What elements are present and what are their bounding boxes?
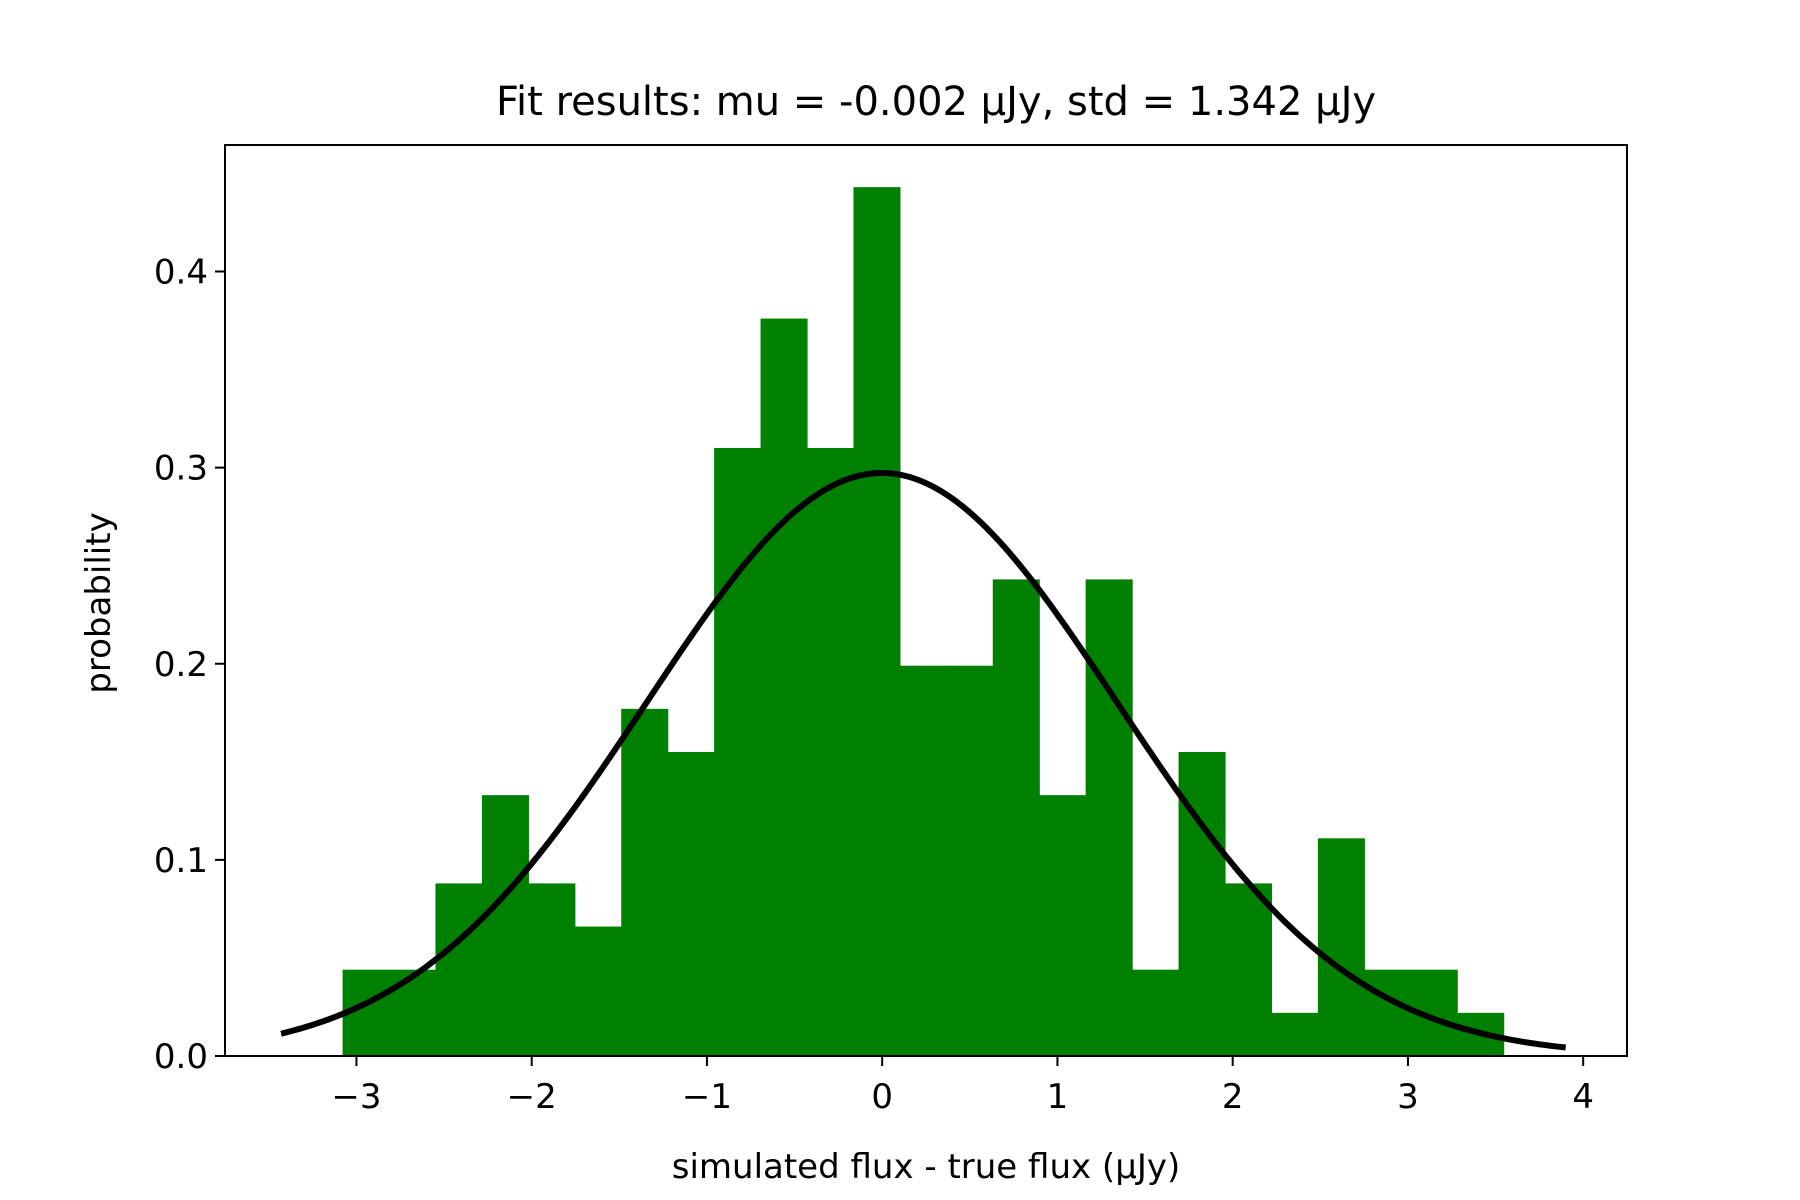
y-tick-label: 0.4 (154, 253, 208, 293)
histogram-bar (1132, 969, 1180, 1056)
histogram-bar (1364, 969, 1412, 1056)
x-tick-label: −1 (682, 1077, 732, 1117)
chart-title: Fit results: mu = -0.002 μJy, std = 1.34… (496, 79, 1376, 125)
histogram-bar (807, 448, 855, 1056)
x-axis-ticks: −3 −2 −1 0 1 2 3 4 (331, 1056, 1594, 1117)
histogram-bar (574, 926, 622, 1056)
x-tick-label: −2 (507, 1077, 557, 1117)
y-tick-label: 0.1 (154, 841, 208, 881)
y-tick-label: 0.2 (154, 645, 208, 685)
histogram-bar (621, 708, 669, 1056)
y-tick-label: 0.3 (154, 449, 208, 489)
histogram-bar (528, 883, 576, 1056)
x-tick-label: 3 (1397, 1077, 1419, 1117)
y-axis-ticks: 0.0 0.1 0.2 0.3 0.4 (154, 253, 225, 1077)
gaussian-fit-curve (280, 469, 1566, 1051)
plot-frame (224, 144, 1628, 1057)
x-tick-label: −3 (331, 1077, 381, 1117)
histogram-bar (992, 579, 1040, 1056)
histogram-bar (667, 752, 715, 1056)
y-tick-label: 0.0 (154, 1037, 208, 1077)
x-tick-label: 0 (871, 1077, 893, 1117)
histogram-bar (946, 665, 994, 1056)
histogram-bar (389, 969, 437, 1056)
histogram-bar (435, 883, 483, 1056)
histogram-bar (1317, 838, 1365, 1056)
histogram-bar (1085, 579, 1133, 1056)
x-tick-label: 2 (1222, 1077, 1244, 1117)
histogram-bar (760, 318, 808, 1056)
histogram-bar (1271, 1012, 1319, 1056)
x-tick-label: 1 (1047, 1077, 1069, 1117)
histogram-bar (1178, 752, 1226, 1056)
histogram-bar (899, 665, 947, 1056)
histogram-bar (481, 795, 529, 1056)
x-tick-label: 4 (1572, 1077, 1594, 1117)
histogram-bars (342, 187, 1505, 1056)
histogram-bar (853, 187, 901, 1056)
histogram-bar (1039, 795, 1087, 1056)
histogram-bar (1224, 883, 1273, 1056)
y-axis-label: probability (79, 512, 119, 693)
x-axis-label: simulated flux - true flux (μJy) (672, 1147, 1181, 1187)
histogram-bar (714, 448, 762, 1056)
